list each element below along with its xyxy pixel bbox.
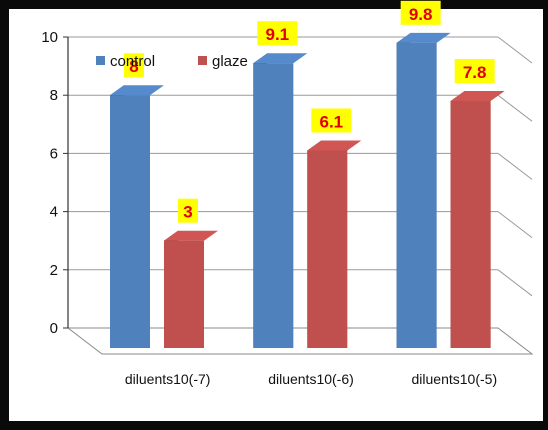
bar-glaze [164, 240, 204, 348]
y-tick-label: 8 [50, 87, 58, 104]
x-category-label: diluents10(-7) [125, 371, 211, 387]
x-category-label: diluents10(-5) [412, 371, 498, 387]
y-axis: 0 2 4 6 8 10 [41, 29, 69, 337]
bar-top-glaze [164, 230, 218, 241]
data-label-box [178, 198, 198, 223]
gridline-depth [497, 211, 533, 238]
data-label: 9.1 [266, 25, 290, 44]
bar-top-glaze [450, 91, 505, 102]
bar-control [396, 42, 437, 348]
data-labels: 8 3 9.1 6.1 9.8 7.8 [124, 0, 495, 223]
bar-top-control [396, 32, 451, 43]
bar-top-control [253, 53, 308, 64]
data-label-box [257, 21, 298, 46]
data-label-box [454, 59, 495, 84]
data-label-box [311, 108, 352, 133]
bar-control [110, 95, 150, 348]
legend-swatch-control [96, 56, 105, 65]
data-label: 9.8 [409, 5, 433, 24]
legend-label-control: control [110, 53, 155, 70]
data-label: 6.1 [320, 112, 344, 131]
gridline-depth [497, 36, 533, 64]
data-label-box [124, 53, 144, 78]
gridline-depth [497, 94, 533, 122]
legend-swatch-glaze [198, 56, 207, 65]
bar-glaze [450, 101, 491, 349]
gridline-depth [497, 153, 533, 180]
y-tick-label: 2 [50, 262, 58, 279]
chart-walls [66, 327, 534, 355]
legend: control glaze [96, 53, 248, 70]
bars [110, 32, 505, 349]
gridline-depth [497, 269, 533, 297]
x-category-label: diluents10(-6) [268, 371, 354, 387]
data-label: 7.8 [463, 63, 487, 82]
bar-top-glaze [307, 140, 362, 151]
data-label: 3 [183, 203, 192, 222]
y-tick-label: 6 [50, 145, 58, 162]
y-tick-label: 10 [41, 29, 58, 46]
bar-glaze [307, 150, 348, 348]
legend-label-glaze: glaze [212, 53, 248, 70]
data-label: 8 [129, 57, 138, 76]
x-axis: diluents10(-7) diluents10(-6) diluents10(-… [125, 371, 497, 387]
bar-top-control [110, 85, 164, 96]
data-label-box [400, 0, 441, 25]
chart-floor [66, 327, 534, 355]
bar-control [253, 63, 294, 348]
y-tick-label: 0 [50, 320, 58, 337]
y-tick-label: 4 [50, 204, 58, 221]
